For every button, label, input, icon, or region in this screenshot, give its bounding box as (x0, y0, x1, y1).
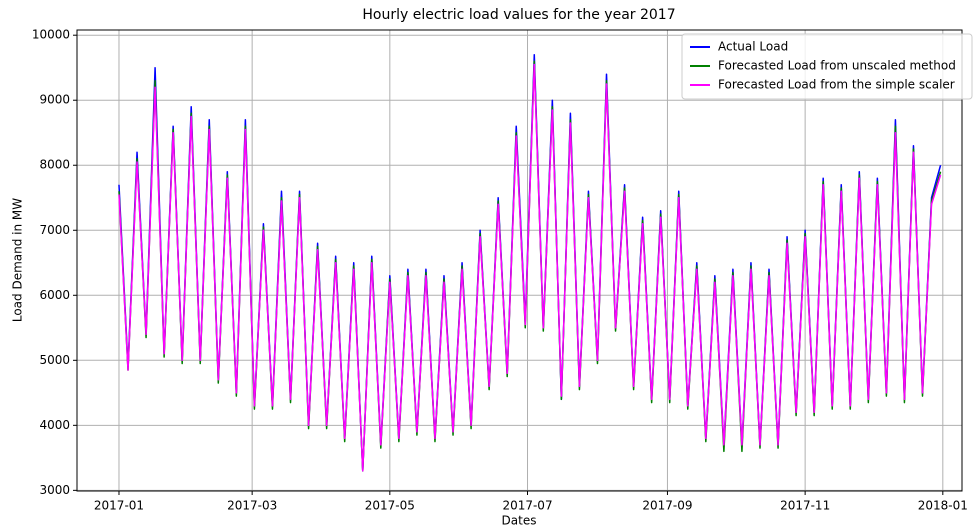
x-tick-label: 2017-01 (94, 499, 144, 513)
y-tick-label: 8000 (39, 158, 70, 172)
x-axis-label: Dates (502, 514, 537, 528)
x-tick-label: 2017-03 (227, 499, 277, 513)
legend-label: Forecasted Load from unscaled method (718, 59, 956, 73)
y-axis-label: Load Demand in MW (11, 198, 25, 322)
y-tick-label: 7000 (39, 223, 70, 237)
legend: Actual Load Forecasted Load from unscaled… (681, 33, 973, 100)
axes-frame (76, 29, 963, 492)
y-tick-label: 5000 (39, 353, 70, 367)
y-tick-label: 4000 (39, 418, 70, 432)
series-line (118, 53, 942, 472)
x-tick-label: 2017-05 (365, 499, 415, 513)
x-tick-label: 2017-07 (502, 499, 552, 513)
y-tick-label: 3000 (39, 483, 70, 497)
x-tick-label: 2017-11 (780, 499, 830, 513)
legend-label: Forecasted Load from the simple scaler (718, 78, 955, 92)
series-line (118, 63, 942, 472)
y-tick-label: 6000 (39, 288, 70, 302)
y-tick-label: 10000 (32, 28, 70, 42)
y-tick-label: 9000 (39, 93, 70, 107)
legend-label: Actual Load (718, 40, 788, 54)
series-line (118, 60, 942, 472)
chart-title: Hourly electric load values for the year… (362, 7, 675, 23)
x-tick-label: 2017-09 (642, 499, 692, 513)
legend-box (681, 33, 973, 100)
x-tick-label: 2018-01 (918, 499, 968, 513)
